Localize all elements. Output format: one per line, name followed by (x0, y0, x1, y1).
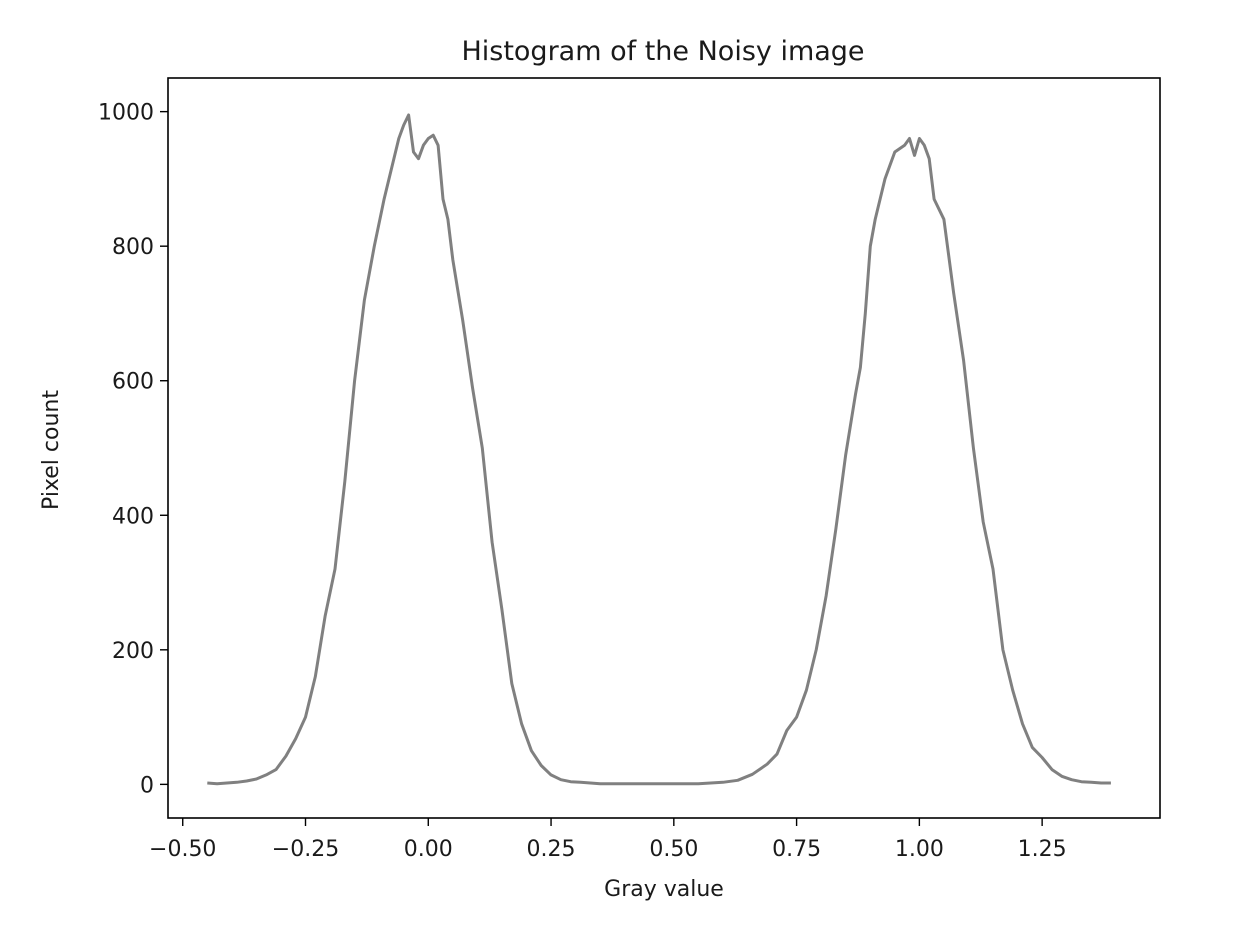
x-axis-label: Gray value (604, 877, 724, 902)
x-tick-label: 0.00 (404, 837, 453, 862)
x-tick-label: 1.00 (895, 837, 944, 862)
y-tick-label: 600 (112, 370, 154, 395)
series-line (207, 113, 1111, 786)
x-tick-label: −0.25 (272, 837, 339, 862)
x-axis: −0.50 −0.25 0.00 0.25 0.50 0.75 1.00 1.25 (149, 818, 1067, 862)
y-tick-label: 400 (112, 504, 154, 529)
x-tick-label: 0.25 (527, 837, 576, 862)
y-tick-label: 800 (112, 235, 154, 260)
x-tick-label: 0.50 (649, 837, 698, 862)
y-tick-label: 200 (112, 639, 154, 664)
chart-title: Histogram of the Noisy image (461, 36, 864, 67)
y-tick-label: 1000 (98, 101, 154, 126)
y-tick-label: 0 (140, 773, 154, 798)
x-tick-label: −0.50 (149, 837, 216, 862)
y-axis-label: Pixel count (39, 390, 64, 510)
x-tick-label: 0.75 (772, 837, 821, 862)
plot-area (167, 77, 1161, 819)
series-group (207, 113, 1111, 786)
y-axis: 0 200 400 600 800 1000 (98, 101, 168, 798)
x-tick-label: 1.25 (1018, 837, 1067, 862)
